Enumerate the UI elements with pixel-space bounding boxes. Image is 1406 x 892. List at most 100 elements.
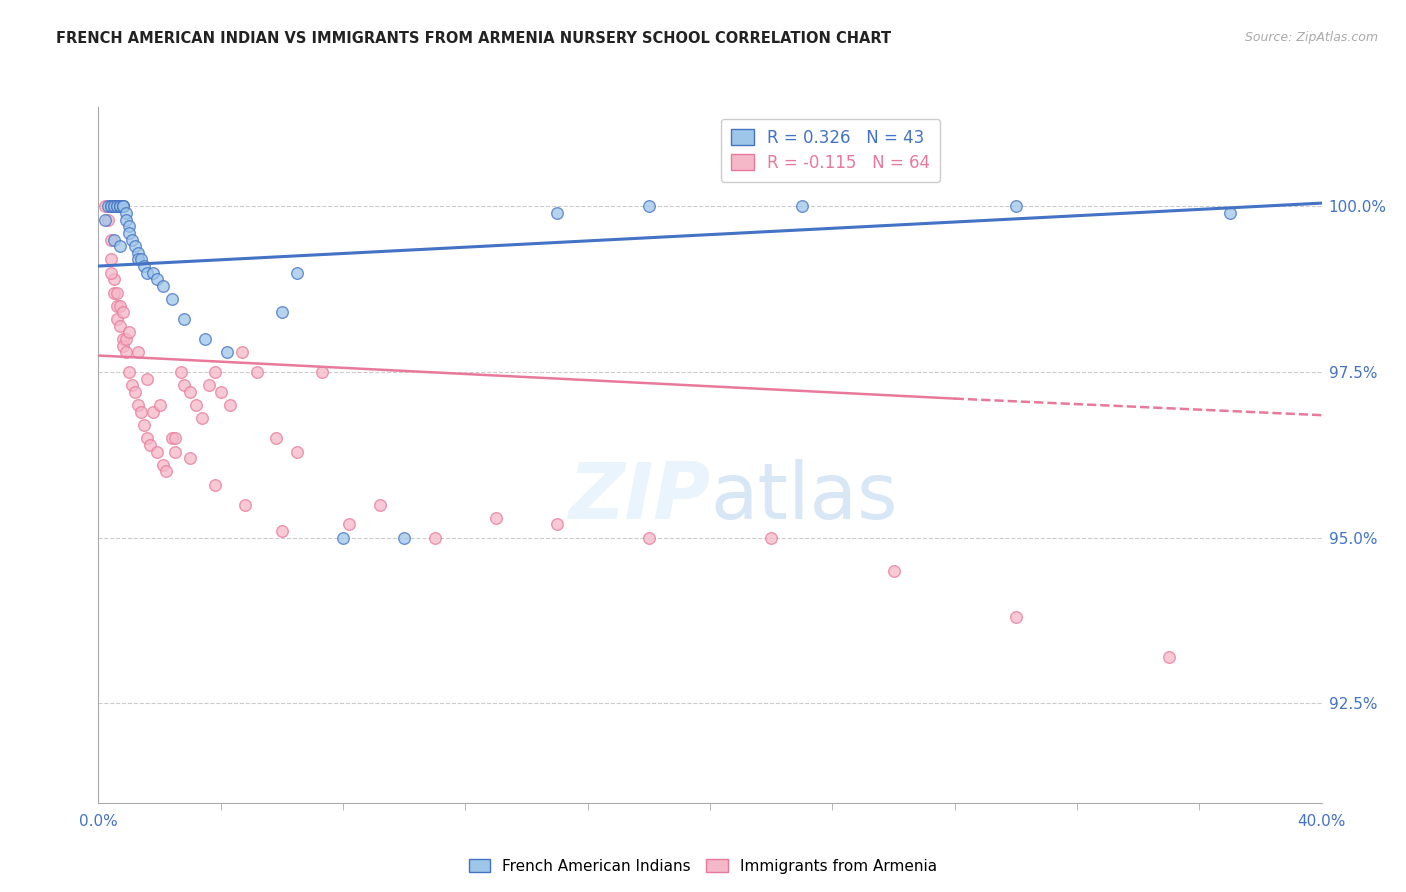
Point: [100, 266, 122, 280]
Point: [194, 332, 217, 346]
Point: [124, 384, 146, 399]
Point: [127, 398, 149, 412]
Point: [108, 199, 131, 213]
Point: [124, 239, 146, 253]
Point: [105, 199, 128, 213]
Point: [115, 345, 138, 359]
Point: [103, 272, 125, 286]
Point: [790, 199, 813, 213]
Point: [136, 431, 159, 445]
Text: ZIP: ZIP: [568, 458, 710, 534]
Point: [118, 219, 141, 234]
Point: [1004, 610, 1026, 624]
Text: atlas: atlas: [710, 458, 897, 534]
Point: [546, 517, 568, 532]
Point: [637, 531, 661, 545]
Point: [134, 418, 156, 433]
Point: [160, 292, 183, 306]
Legend: R = 0.326   N = 43, R = -0.115   N = 64: R = 0.326 N = 43, R = -0.115 N = 64: [720, 119, 941, 181]
Point: [121, 233, 143, 247]
Point: [204, 365, 226, 379]
Point: [270, 305, 292, 319]
Point: [115, 332, 138, 346]
Point: [759, 531, 782, 545]
Point: [115, 212, 138, 227]
Point: [423, 531, 446, 545]
Point: [173, 312, 195, 326]
Legend: French American Indians, Immigrants from Armenia: French American Indians, Immigrants from…: [463, 853, 943, 880]
Point: [111, 199, 134, 213]
Point: [264, 431, 287, 445]
Point: [111, 338, 134, 352]
Point: [103, 285, 125, 300]
Point: [485, 511, 508, 525]
Point: [100, 233, 122, 247]
Text: FRENCH AMERICAN INDIAN VS IMMIGRANTS FROM ARMENIA NURSERY SCHOOL CORRELATION CHA: FRENCH AMERICAN INDIAN VS IMMIGRANTS FRO…: [56, 31, 891, 46]
Point: [170, 365, 193, 379]
Point: [186, 398, 208, 412]
Point: [173, 378, 195, 392]
Point: [136, 266, 159, 280]
Point: [215, 345, 238, 359]
Point: [1004, 199, 1026, 213]
Point: [118, 326, 141, 340]
Point: [127, 245, 149, 260]
Point: [1219, 206, 1241, 220]
Point: [129, 405, 152, 419]
Point: [332, 531, 354, 545]
Point: [637, 199, 661, 213]
Point: [127, 345, 149, 359]
Point: [145, 444, 167, 458]
Point: [246, 365, 269, 379]
Point: [337, 517, 360, 532]
Point: [111, 199, 134, 213]
Point: [103, 199, 125, 213]
Point: [121, 378, 143, 392]
Point: [179, 384, 201, 399]
Point: [108, 199, 131, 213]
Point: [285, 266, 308, 280]
Point: [285, 444, 308, 458]
Point: [111, 305, 134, 319]
Point: [142, 266, 165, 280]
Point: [311, 365, 333, 379]
Point: [139, 438, 162, 452]
Point: [136, 372, 159, 386]
Point: [100, 199, 122, 213]
Point: [108, 239, 131, 253]
Point: [155, 465, 177, 479]
Point: [111, 199, 134, 213]
Point: [546, 206, 568, 220]
Point: [233, 498, 256, 512]
Point: [219, 398, 242, 412]
Point: [1157, 650, 1180, 665]
Text: Source: ZipAtlas.com: Source: ZipAtlas.com: [1244, 31, 1378, 45]
Point: [93, 199, 115, 213]
Point: [118, 365, 141, 379]
Point: [163, 431, 186, 445]
Point: [97, 199, 120, 213]
Point: [191, 411, 214, 425]
Point: [152, 279, 174, 293]
Point: [231, 345, 253, 359]
Point: [118, 226, 141, 240]
Point: [97, 212, 120, 227]
Point: [152, 458, 174, 472]
Point: [108, 199, 131, 213]
Point: [103, 233, 125, 247]
Point: [111, 332, 134, 346]
Point: [105, 299, 128, 313]
Point: [179, 451, 201, 466]
Point: [160, 431, 183, 445]
Point: [149, 398, 172, 412]
Point: [103, 199, 125, 213]
Point: [204, 477, 226, 491]
Point: [129, 252, 152, 267]
Point: [368, 498, 391, 512]
Point: [197, 378, 219, 392]
Point: [93, 212, 115, 227]
Point: [392, 531, 416, 545]
Point: [127, 252, 149, 267]
Point: [163, 444, 186, 458]
Point: [115, 206, 138, 220]
